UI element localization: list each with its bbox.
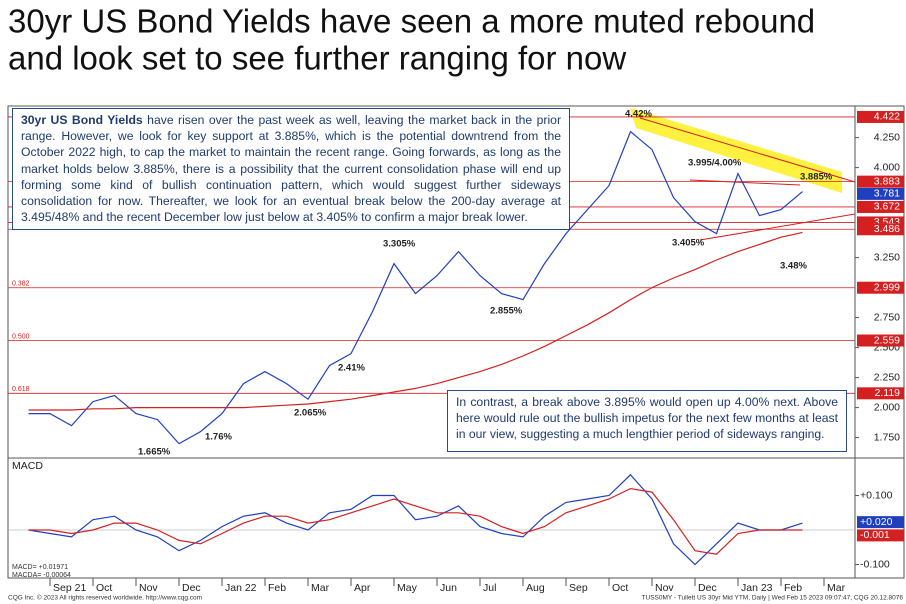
x-tick-label: Jan 22 [225,582,257,594]
annotation: 3.885% [800,172,833,183]
y-tick-label: 4.250 [874,131,900,143]
level-label: 2.559 [874,334,900,346]
commentary-text: have risen over the past week as well, l… [21,113,562,225]
annotation: 3.995/4.00% [688,158,742,169]
footer-left: CQG Inc. © 2023 All rights reserved worl… [8,594,202,602]
y-tick-label: 2.000 [874,401,900,413]
x-tick-label: Apr [354,582,371,594]
level-box [857,110,904,123]
level-box [857,387,904,400]
y2-tick-label: -0.100 [860,558,890,570]
annotation: 3.48% [780,261,807,272]
title-line: and look set to see further ranging for … [8,40,626,77]
series-line [28,231,803,411]
commentary-bold: 30yr US Bond Yields [21,113,143,127]
x-tick-label: Nov [139,582,158,594]
x-tick-label: Sep 21 [53,582,86,594]
macd-level-box [857,529,904,542]
x-tick-label: Mar [311,582,330,594]
macd-level-box [857,516,904,529]
x-tick-label: Oct [96,582,112,594]
level-box [857,187,904,200]
macd-level-label: +0.020 [860,516,893,528]
annotation: 1.665% [138,447,171,458]
series-line [28,473,803,566]
x-tick-label: Feb [784,582,802,594]
title-line: 30yr US Bond Yields have seen a more mut… [8,3,815,40]
trend-line [689,179,801,186]
level-box [857,223,904,236]
x-tick-label: Nov [655,582,674,594]
macd-legend: MACD= +0.01971 [12,564,68,571]
commentary2-box: In contrast, a break above 3.895% would … [447,390,847,452]
level-label: 3.672 [874,201,900,213]
x-tick-label: Jul [483,582,496,594]
fib-label: 0.618 [12,386,30,393]
series-line [28,130,803,445]
level-label: 2.999 [874,282,900,294]
level-label: 2.119 [875,387,901,399]
x-tick-label: Sep [569,582,588,594]
downtrend-highlight [630,108,842,193]
level-label: 3.486 [874,223,900,235]
y-tick-label: 2.750 [874,311,900,323]
commentary2-text: In contrast, a break above 3.895% would … [456,395,838,442]
series-line [28,487,803,555]
x-tick-label: Aug [526,582,545,594]
x-tick-label: Dec [182,582,201,594]
annotation: 2.855% [490,306,523,317]
x-tick-label: Jun [440,582,457,594]
x-tick-label: May [397,582,418,594]
y-tick-label: 1.750 [874,431,900,443]
y-tick-label: 3.250 [874,251,900,263]
macd-title: MACD [12,460,43,472]
level-box [857,281,904,294]
level-label: 3.883 [874,175,900,187]
trend-line [639,117,856,183]
level-label: 4.422 [874,111,900,123]
x-tick-label: Mar [827,582,846,594]
level-box [857,200,904,213]
commentary-box: 30yr US Bond Yields have risen over the … [12,108,570,230]
macd-level-label: -0.001 [860,529,890,541]
y2-tick-label: +0.100 [860,489,893,501]
annotation: 2.41% [338,363,365,374]
annotation: 4.42% [625,109,652,120]
level-box [857,334,904,347]
footer-right: TUSS0MY - Tullett US 30yr Mid YTM, Daily… [642,595,904,602]
y-tick-label: 2.250 [874,371,900,383]
x-tick-label: Oct [612,582,628,594]
annotation: 2.065% [294,408,327,419]
annotation: 3.405% [672,238,705,249]
fib-label: 0.382 [12,281,30,288]
x-tick-label: Dec [698,582,717,594]
level-box [857,175,904,188]
x-tick-label: Feb [268,582,286,594]
fib-label: 0.500 [12,333,30,340]
macd-legend: MACDA= -0.00064 [12,572,71,579]
level-label: 3.781 [874,188,900,200]
annotation: 3.305% [383,239,416,250]
x-tick-label: Jan 23 [741,582,773,594]
y-tick-label: 4.000 [874,161,900,173]
annotation: 1.76% [205,432,232,443]
trend-line [699,213,856,241]
